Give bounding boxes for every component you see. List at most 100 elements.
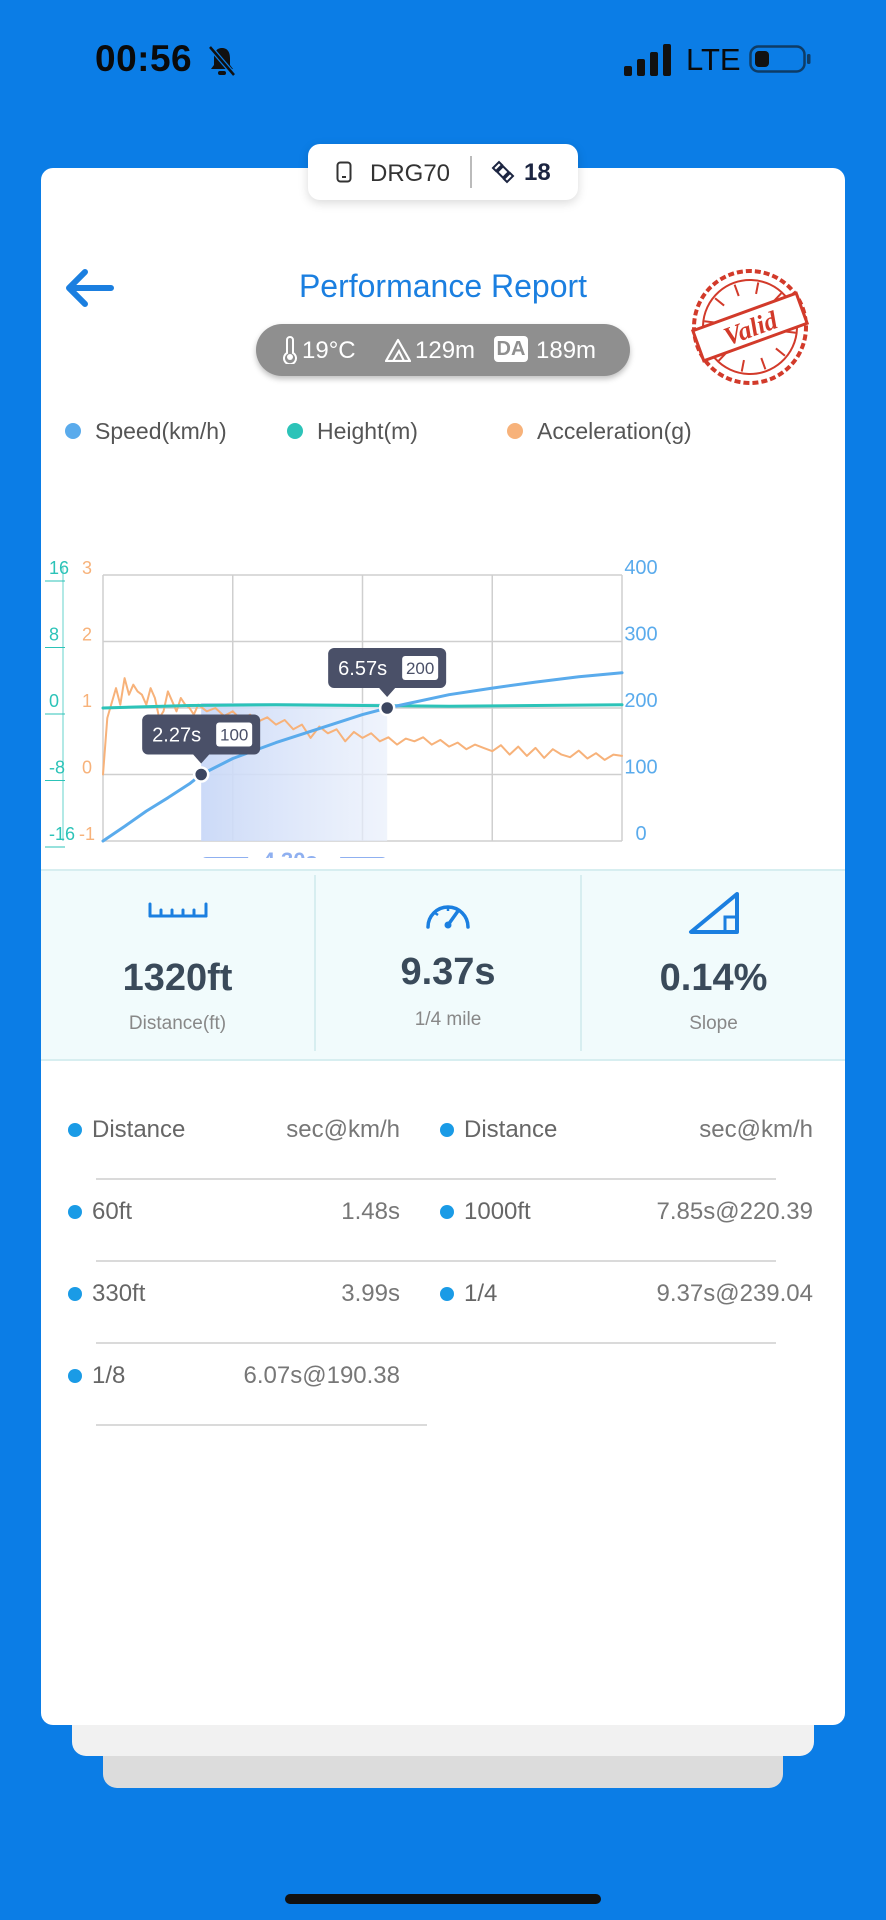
density-altitude-badge: DA (494, 336, 528, 362)
bullet (440, 1205, 454, 1219)
row-label: 1/8 (92, 1362, 126, 1389)
row-value: 1.48s (341, 1198, 400, 1225)
status-bar: 00:56 LTE (0, 0, 886, 120)
metric-distance-label: Distance(ft) (128, 1013, 227, 1034)
speed-tick-label: 100 (624, 757, 657, 779)
pill-divider (470, 156, 472, 188)
speed-tick-label: 0 (635, 823, 646, 845)
legend-acceleration-label: Acceleration(g) (537, 418, 692, 444)
legend-height[interactable]: Height(m) (287, 418, 418, 445)
conditions-pill: 19°C 129m DA 189m (256, 324, 630, 376)
results-header-left: Distance sec@km/h (41, 1098, 413, 1180)
height-tick-label: -8 (49, 758, 65, 778)
speed-tick-label: 300 (624, 624, 657, 646)
metric-quarter-mile-value: 9.37s (400, 951, 496, 993)
marker-speed-label: 100 (220, 726, 248, 745)
performance-report-card: Performance Report 19°C 129m DA 189m (41, 168, 845, 1725)
row-value: 3.99s (341, 1280, 400, 1307)
marker-tooltip-pointer (193, 754, 210, 764)
interval-label: 4.30s (263, 848, 318, 858)
legend-acceleration[interactable]: Acceleration(g) (507, 418, 692, 445)
legend-speed-label: Speed(km/h) (95, 418, 227, 444)
table-row: 1/8 6.07s@190.38 (41, 1342, 427, 1426)
acceleration-tick-label: 1 (82, 691, 92, 711)
interval-label-bg (248, 847, 341, 858)
row-label: 60ft (92, 1198, 133, 1225)
marker-speed-badge (216, 722, 253, 747)
ruler-icon (148, 902, 207, 918)
metric-quarter-mile: 9.37s 1/4 mile (316, 871, 580, 1059)
results-header-value: sec@km/h (286, 1116, 400, 1143)
results-header-label: Distance (92, 1116, 186, 1143)
metric-quarter-mile-label: 1/4 mile (414, 1009, 482, 1030)
results-header-label: Distance (464, 1116, 558, 1143)
bell-muted-icon (208, 45, 236, 77)
bullet (68, 1369, 82, 1383)
back-arrow-icon[interactable] (61, 266, 117, 310)
table-row: 1/4 9.37s@239.04 (133, 1260, 826, 1344)
device-name: DRG70 (370, 160, 451, 187)
network-type: LTE (686, 42, 741, 77)
speed-marker-point (378, 699, 396, 717)
height-tick-label: -16 (49, 824, 75, 844)
satellite-icon (491, 160, 515, 184)
bullet (68, 1123, 82, 1137)
acceleration-series-line (102, 677, 623, 776)
row-value: 6.07s@190.38 (243, 1362, 400, 1389)
row-divider (96, 1424, 427, 1426)
acceleration-tick-label: -1 (79, 824, 95, 844)
row-value: 9.37s@239.04 (656, 1280, 813, 1307)
row-divider (133, 1342, 776, 1344)
row-divider (133, 1260, 776, 1262)
metric-slope: 0.14% Slope (582, 871, 845, 1059)
speed-tick-label: 400 (624, 557, 657, 579)
thermometer-icon (283, 336, 297, 364)
status-time: 00:56 (95, 38, 193, 79)
slope-icon (688, 892, 739, 934)
home-indicator[interactable] (285, 1894, 601, 1904)
row-label: 1000ft (464, 1198, 531, 1225)
height-tick-label: 0 (49, 691, 59, 711)
metric-distance: 1320ft Distance(ft) (41, 871, 314, 1059)
bullet (68, 1205, 82, 1219)
acceleration-tick-label: 2 (82, 625, 92, 645)
row-value: 7.85s@220.39 (656, 1198, 813, 1225)
legend-speed[interactable]: Speed(km/h) (65, 418, 227, 445)
table-row: 1000ft 7.85s@220.39 (133, 1178, 826, 1262)
speed-tick-label: 200 (624, 690, 657, 712)
marker-speed-label: 200 (406, 659, 434, 678)
row-label: 330ft (92, 1280, 146, 1307)
satellite-count: 18 (524, 159, 551, 186)
bullet (440, 1287, 454, 1301)
marker-time-label: 2.27s (152, 725, 201, 747)
acceleration-tick-label: 3 (82, 558, 92, 578)
temperature-value: 19°C (302, 337, 356, 364)
performance-chart[interactable]: 16 8 0 -8 -16 3 2 1 0 -1 400 300 200 100 0 4.30s 2.27s 10… (41, 458, 845, 858)
legend-height-dot (287, 422, 303, 439)
marker-tooltip-pointer (379, 688, 396, 697)
legend-speed-dot (65, 422, 81, 439)
table-row: 330ft 3.99s (41, 1260, 413, 1344)
marker-speed-badge (402, 656, 439, 680)
metric-divider (314, 875, 316, 1051)
speed-marker-point (192, 766, 210, 783)
density-altitude-value: 189m (536, 337, 597, 364)
table-row: 60ft 1.48s (41, 1178, 413, 1262)
height-series-line (101, 703, 624, 710)
bullet (68, 1287, 82, 1301)
metric-divider (580, 875, 582, 1051)
chart-legend: Speed(km/h) Height(m) Acceleration(g) (41, 418, 845, 452)
battery-icon (749, 45, 811, 73)
speedometer-icon (426, 905, 470, 929)
results-header-right: Distance sec@km/h (413, 1098, 826, 1180)
marker-time-label: 6.57s (338, 658, 387, 680)
altitude-value: 129m (415, 337, 476, 364)
device-info-pill[interactable]: DRG70 18 (308, 144, 578, 200)
bullet (440, 1123, 454, 1137)
speed-series-line (101, 671, 624, 843)
legend-height-label: Height(m) (317, 418, 418, 444)
results-header-value: sec@km/h (699, 1116, 813, 1143)
row-label: 1/4 (464, 1280, 498, 1307)
mountain-icon (385, 338, 411, 362)
cellular-signal-icon (624, 44, 671, 76)
